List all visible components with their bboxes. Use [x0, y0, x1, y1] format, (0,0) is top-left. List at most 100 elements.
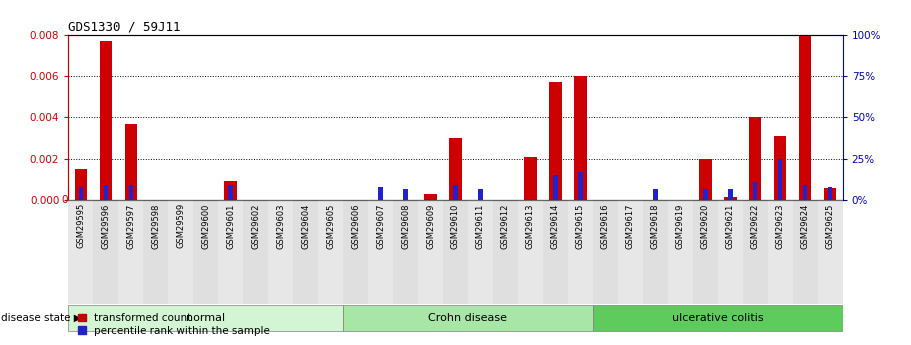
Bar	[404, 188, 408, 200]
Bar	[229, 185, 233, 200]
Text: GSM29625: GSM29625	[825, 203, 834, 249]
Bar	[768, 200, 793, 304]
Bar	[593, 200, 618, 304]
Text: GSM29598: GSM29598	[151, 203, 160, 249]
Bar	[799, 34, 812, 200]
Text: GSM29601: GSM29601	[226, 203, 235, 249]
Bar	[143, 200, 169, 304]
Bar	[125, 124, 137, 200]
Bar	[549, 82, 562, 200]
Text: GSM29623: GSM29623	[776, 203, 784, 249]
Bar	[668, 200, 692, 304]
Bar	[78, 187, 83, 200]
Bar	[478, 188, 483, 200]
Bar	[793, 200, 818, 304]
Bar	[219, 200, 243, 304]
Bar	[224, 181, 237, 200]
Bar	[293, 200, 318, 304]
Bar	[818, 200, 843, 304]
Bar	[728, 188, 732, 200]
Bar	[128, 185, 133, 200]
Bar	[75, 169, 87, 200]
Text: GSM29605: GSM29605	[326, 203, 335, 249]
Bar	[393, 200, 418, 304]
Text: GSM29603: GSM29603	[276, 203, 285, 249]
Bar	[618, 200, 643, 304]
Text: GSM29611: GSM29611	[476, 203, 485, 249]
FancyBboxPatch shape	[343, 305, 593, 332]
Bar	[243, 200, 268, 304]
Bar	[578, 172, 583, 200]
Text: GSM29612: GSM29612	[501, 203, 510, 249]
Bar	[653, 188, 658, 200]
Bar	[93, 200, 118, 304]
Bar	[568, 200, 593, 304]
Text: GSM29624: GSM29624	[801, 203, 810, 249]
Text: GSM29620: GSM29620	[701, 203, 710, 249]
Text: GSM29602: GSM29602	[251, 203, 261, 249]
Bar	[699, 159, 711, 200]
Text: disease state ▶: disease state ▶	[1, 313, 82, 323]
Bar	[99, 41, 112, 200]
Text: GSM29619: GSM29619	[676, 203, 685, 249]
Bar	[803, 185, 807, 200]
Legend: transformed count, percentile rank within the sample: transformed count, percentile rank withi…	[74, 309, 274, 340]
Text: GSM29599: GSM29599	[176, 203, 185, 248]
Text: 0: 0	[62, 195, 68, 205]
Bar	[418, 200, 443, 304]
Bar	[692, 200, 718, 304]
FancyBboxPatch shape	[68, 305, 343, 332]
Text: normal: normal	[186, 313, 225, 323]
Bar	[193, 200, 219, 304]
Bar	[268, 200, 293, 304]
Bar	[724, 197, 736, 200]
Text: GSM29607: GSM29607	[376, 203, 385, 249]
Bar	[778, 159, 783, 200]
Text: GDS1330 / 59J11: GDS1330 / 59J11	[68, 20, 180, 33]
Text: GSM29595: GSM29595	[77, 203, 86, 248]
Text: GSM29618: GSM29618	[650, 203, 660, 249]
Bar	[169, 200, 193, 304]
Bar	[368, 200, 393, 304]
Text: GSM29613: GSM29613	[526, 203, 535, 249]
Text: GSM29604: GSM29604	[302, 203, 310, 249]
Text: GSM29609: GSM29609	[426, 203, 435, 249]
Bar	[318, 200, 343, 304]
Text: GSM29616: GSM29616	[601, 203, 609, 249]
Text: GSM29597: GSM29597	[127, 203, 135, 249]
Bar	[454, 185, 457, 200]
Bar	[524, 157, 537, 200]
Bar	[378, 187, 383, 200]
Bar	[703, 188, 708, 200]
Bar	[518, 200, 543, 304]
Bar	[742, 200, 768, 304]
Bar	[643, 200, 668, 304]
Bar	[468, 200, 493, 304]
Bar	[824, 188, 836, 200]
Text: GSM29600: GSM29600	[201, 203, 210, 249]
Bar	[104, 185, 108, 200]
Text: GSM29617: GSM29617	[626, 203, 635, 249]
FancyBboxPatch shape	[593, 305, 843, 332]
Bar	[68, 200, 93, 304]
Bar	[749, 117, 762, 200]
Bar	[828, 187, 833, 200]
Bar	[543, 200, 568, 304]
Bar	[753, 182, 758, 200]
Bar	[553, 175, 558, 200]
Text: GSM29608: GSM29608	[401, 203, 410, 249]
Bar	[493, 200, 518, 304]
Text: ulcerative colitis: ulcerative colitis	[672, 313, 763, 323]
Bar	[718, 200, 742, 304]
Bar	[774, 136, 786, 200]
Text: GSM29614: GSM29614	[551, 203, 560, 249]
Text: GSM29596: GSM29596	[101, 203, 110, 249]
Bar	[118, 200, 143, 304]
Bar	[425, 194, 436, 200]
Text: GSM29622: GSM29622	[751, 203, 760, 249]
Bar	[443, 200, 468, 304]
Text: GSM29610: GSM29610	[451, 203, 460, 249]
Text: GSM29621: GSM29621	[726, 203, 735, 249]
Bar	[574, 76, 587, 200]
Text: GSM29606: GSM29606	[351, 203, 360, 249]
